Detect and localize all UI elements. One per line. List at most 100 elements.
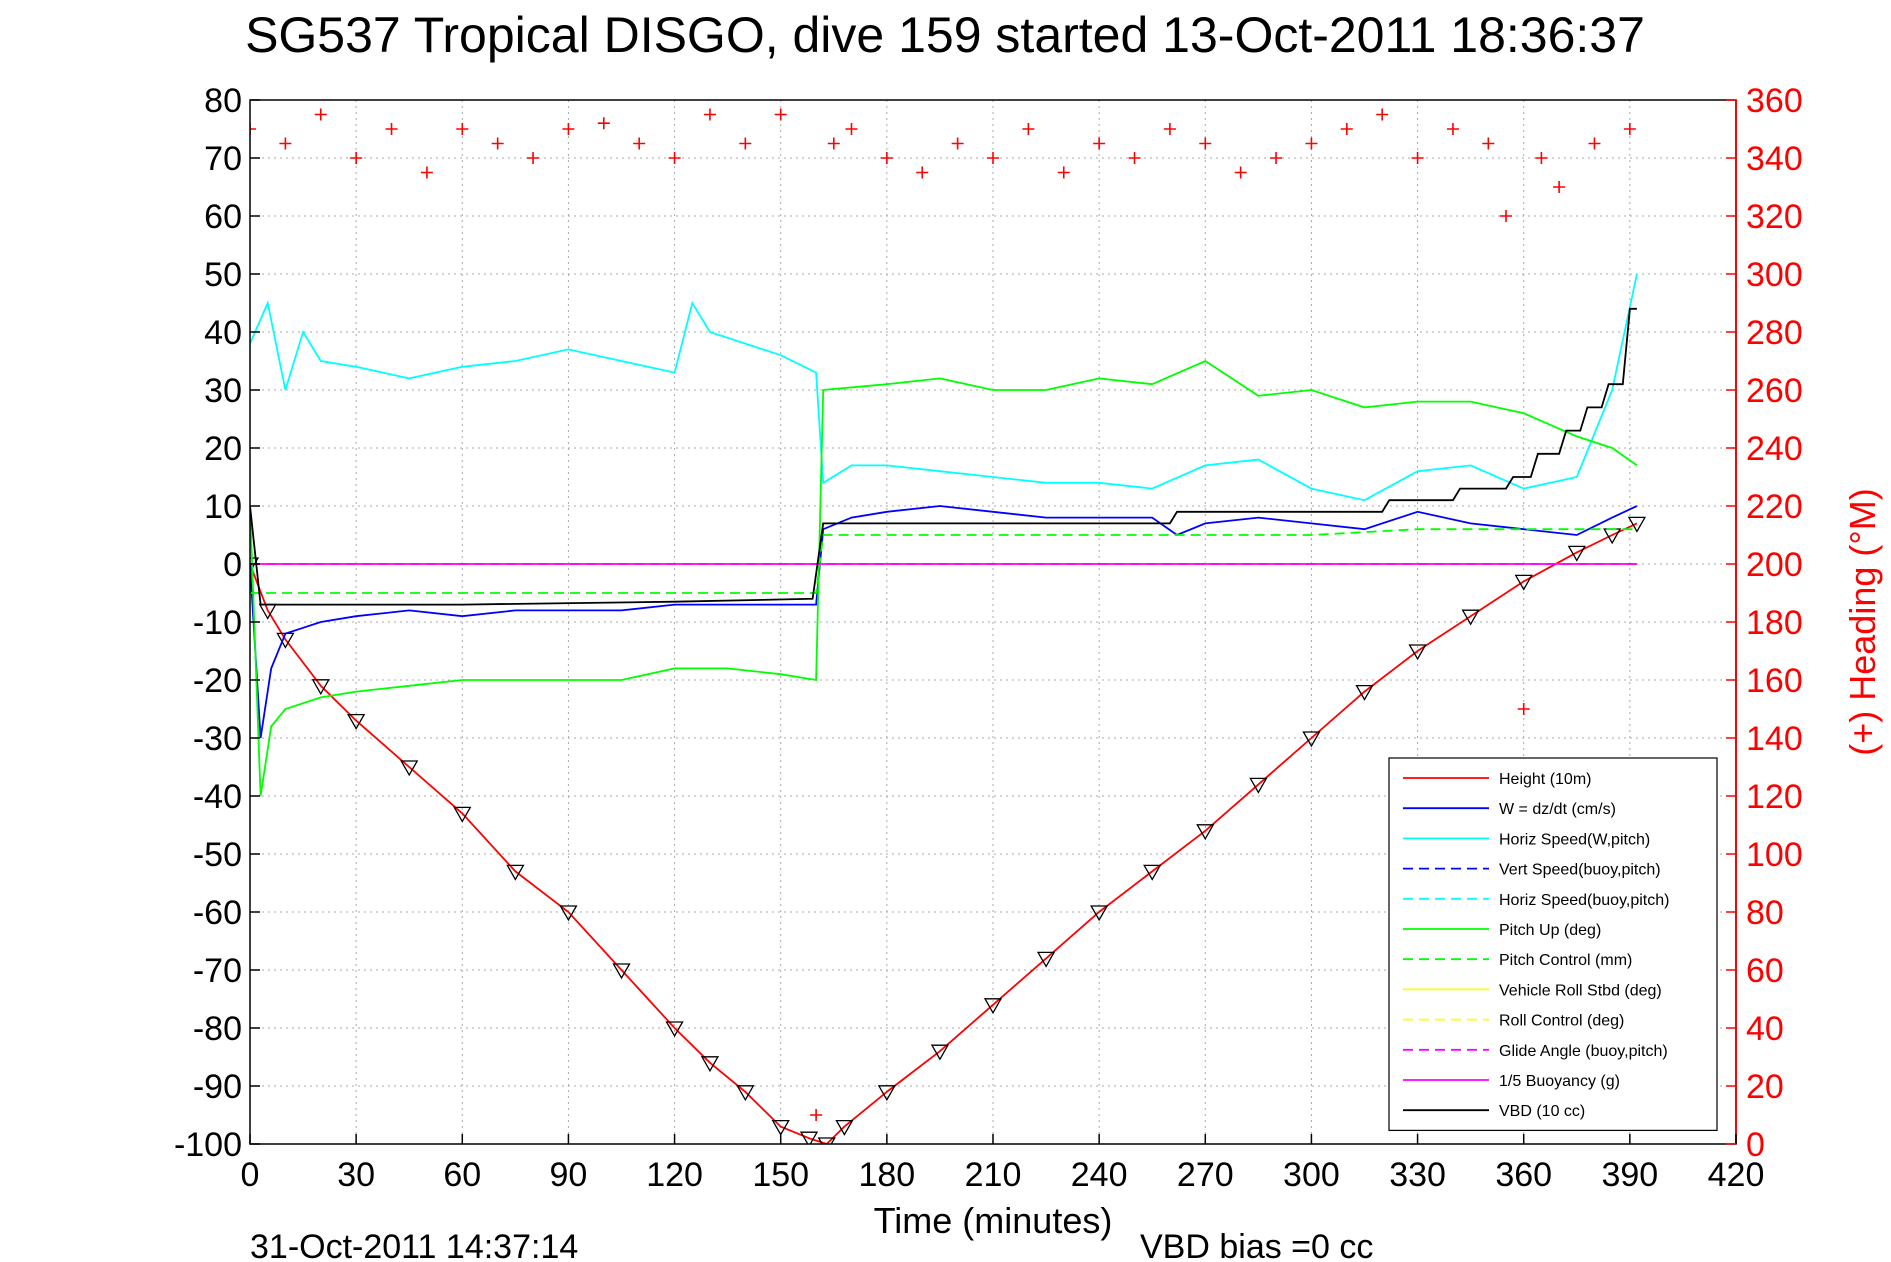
y-right-tick-label: 240 <box>1746 430 1803 468</box>
x-tick-label: 30 <box>337 1156 375 1194</box>
legend-label: VBD (10 cc) <box>1499 1103 1585 1120</box>
height-marker <box>1302 731 1321 748</box>
heading-point <box>739 137 752 150</box>
height-marker <box>400 760 419 777</box>
heading-point <box>597 117 610 130</box>
heading-point <box>385 123 398 135</box>
x-tick-label: 180 <box>858 1156 915 1194</box>
y-right-tick-label: 300 <box>1746 256 1803 294</box>
y-right-tick-label: 120 <box>1746 778 1803 816</box>
heading-point <box>279 137 292 150</box>
height-marker <box>1567 545 1586 562</box>
heading-point <box>1093 137 1106 150</box>
y-tick-label: 30 <box>204 372 242 410</box>
y-tick-label: 10 <box>204 488 242 526</box>
x-tick-label: 420 <box>1708 1156 1765 1194</box>
series-line-horiz-speed-w-pitch <box>250 273 1638 502</box>
y-tick-label: 40 <box>204 314 242 352</box>
height-marker <box>1408 644 1427 661</box>
height-marker <box>983 998 1003 1015</box>
heading-point <box>1234 166 1247 179</box>
y-right-tick-label: 200 <box>1746 546 1803 584</box>
timestamp-label: 31-Oct-2011 14:37:14 <box>250 1228 578 1262</box>
heading-point <box>951 137 964 150</box>
y-tick-label: -60 <box>193 894 242 932</box>
x-tick-label: 360 <box>1495 1156 1552 1194</box>
heading-point <box>1446 123 1459 135</box>
y-right-tick-label: 320 <box>1746 198 1803 236</box>
height-marker <box>1461 609 1480 626</box>
height-marker <box>817 1137 836 1144</box>
legend-label: Glide Angle (buoy,pitch) <box>1499 1043 1668 1060</box>
y-right-tick-label: 140 <box>1746 720 1803 758</box>
heading-point <box>703 108 716 121</box>
heading-point <box>1623 123 1636 135</box>
heading-point <box>527 152 540 164</box>
heading-point <box>350 152 363 164</box>
heading-point <box>456 123 469 135</box>
y-axis-right-label: (+) Heading (°M) <box>1842 488 1883 755</box>
y-tick-label: 0 <box>223 546 242 584</box>
heading-point <box>420 166 433 179</box>
heading-point <box>1376 108 1389 121</box>
x-tick-label: 150 <box>752 1156 809 1194</box>
legend-label: 1/5 Buoyancy (g) <box>1499 1073 1620 1090</box>
heading-point <box>1500 210 1513 222</box>
height-marker <box>612 963 631 980</box>
y-tick-label: -20 <box>193 662 242 700</box>
x-axis: 0 30 60 90 120 150 180 210 240 270 300 330 360 390 420 <box>241 1134 1765 1194</box>
legend: Height (10m) W = dz/dt (cm/s) Horiz Speed(… <box>1388 757 1718 1131</box>
heading-point <box>1022 123 1035 135</box>
y-right-tick-label: 260 <box>1746 372 1803 410</box>
x-tick-label: 210 <box>965 1156 1022 1194</box>
y-tick-label: 80 <box>204 82 242 120</box>
y-tick-label: -30 <box>193 720 242 758</box>
y-right-tick-label: 280 <box>1746 314 1803 352</box>
height-marker <box>347 713 366 730</box>
heading-point <box>562 123 575 135</box>
legend-label: Horiz Speed(W,pitch) <box>1499 831 1650 848</box>
height-marker <box>835 1119 854 1136</box>
height-marker <box>877 1085 896 1102</box>
height-marker <box>1090 905 1109 922</box>
y-right-tick-label: 220 <box>1746 488 1803 526</box>
y-right-tick-label: 340 <box>1746 140 1803 178</box>
height-marker <box>311 679 330 696</box>
heading-point <box>1305 137 1318 150</box>
height-marker <box>1143 864 1162 881</box>
y-tick-label: -80 <box>193 1010 242 1048</box>
x-axis-label: Time (minutes) <box>874 1200 1113 1241</box>
heading-point <box>1553 181 1566 193</box>
series-line-pitch-up-deg <box>250 359 1638 797</box>
height-marker <box>250 557 260 574</box>
x-tick-label: 120 <box>646 1156 703 1194</box>
y-right-tick-label: 80 <box>1746 894 1784 932</box>
y-tick-label: 20 <box>204 430 242 468</box>
x-tick-label: 240 <box>1071 1156 1128 1194</box>
heading-point <box>987 152 999 164</box>
heading-point <box>1411 152 1424 164</box>
height-marker <box>799 1131 819 1144</box>
vbd-bias-label: VBD bias =0 cc <box>1140 1228 1373 1262</box>
height-marker <box>1196 824 1215 841</box>
y-tick-label: 60 <box>204 198 242 236</box>
series-line-height-10m <box>250 522 1638 1144</box>
height-marker <box>453 806 472 823</box>
heading-point <box>1057 166 1070 179</box>
heading-point <box>1517 703 1530 715</box>
heading-point <box>1270 152 1283 164</box>
legend-label: Height (10m) <box>1499 771 1591 788</box>
y-axis: 80 70 60 50 40 30 20 10 0 -10 -20 -30 -40 -50 -60 -70 -8… <box>174 82 260 1164</box>
y-tick-label: 70 <box>204 140 242 178</box>
y-right-tick-label: 180 <box>1746 604 1803 642</box>
heading-point <box>1588 137 1601 150</box>
height-marker <box>1355 684 1374 701</box>
y-tick-label: -50 <box>193 836 242 874</box>
legend-label: Pitch Up (deg) <box>1499 922 1601 939</box>
heading-point <box>1482 137 1495 150</box>
heading-point <box>845 123 858 135</box>
heading-point <box>880 152 893 164</box>
heading-point <box>250 123 256 135</box>
heading-point <box>916 166 929 179</box>
heading-point <box>1535 152 1548 164</box>
